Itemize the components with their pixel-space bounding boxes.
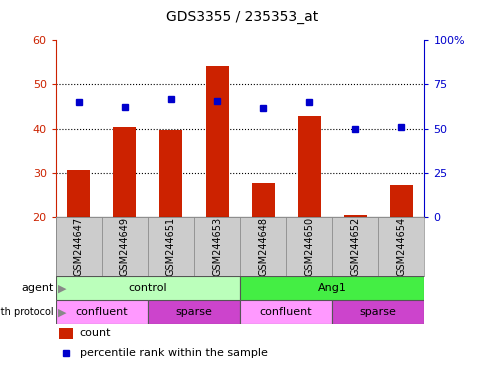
Bar (60, 328, 73, 339)
Text: confluent: confluent (259, 307, 312, 317)
Bar (56, 217, 102, 276)
Text: ▶: ▶ (58, 307, 67, 317)
Text: GSM244653: GSM244653 (212, 217, 222, 276)
Text: GDS3355 / 235353_at: GDS3355 / 235353_at (166, 10, 318, 24)
Bar (148, 217, 194, 276)
Bar (194, 217, 240, 276)
Bar (389, 185, 412, 217)
Bar (251, 183, 274, 217)
Text: GSM244647: GSM244647 (74, 217, 84, 276)
Bar (240, 276, 424, 300)
Bar (297, 116, 320, 217)
Bar (56, 276, 240, 300)
Bar (378, 217, 424, 276)
Text: GSM244650: GSM244650 (303, 217, 314, 276)
Text: growth protocol: growth protocol (0, 307, 53, 317)
Text: control: control (128, 283, 167, 293)
Bar (332, 300, 424, 324)
Text: confluent: confluent (76, 307, 128, 317)
Text: agent: agent (21, 283, 53, 293)
Bar (67, 170, 90, 217)
Bar (56, 300, 148, 324)
Bar (286, 217, 332, 276)
Text: GSM244648: GSM244648 (257, 217, 268, 276)
Bar (343, 215, 366, 217)
Text: percentile rank within the sample: percentile rank within the sample (79, 348, 267, 358)
Text: GSM244652: GSM244652 (349, 217, 360, 276)
Text: GSM244654: GSM244654 (395, 217, 406, 276)
Bar (159, 131, 182, 217)
Bar (240, 300, 332, 324)
Bar (240, 217, 286, 276)
Bar (148, 300, 240, 324)
Text: sparse: sparse (175, 307, 212, 317)
Text: count: count (79, 328, 111, 338)
Text: GSM244651: GSM244651 (166, 217, 176, 276)
Bar (113, 127, 136, 217)
Text: GSM244649: GSM244649 (120, 217, 130, 276)
Text: sparse: sparse (359, 307, 396, 317)
Text: ▶: ▶ (58, 283, 67, 293)
Text: Ang1: Ang1 (317, 283, 346, 293)
Bar (332, 217, 378, 276)
Bar (102, 217, 148, 276)
Bar (205, 66, 228, 217)
